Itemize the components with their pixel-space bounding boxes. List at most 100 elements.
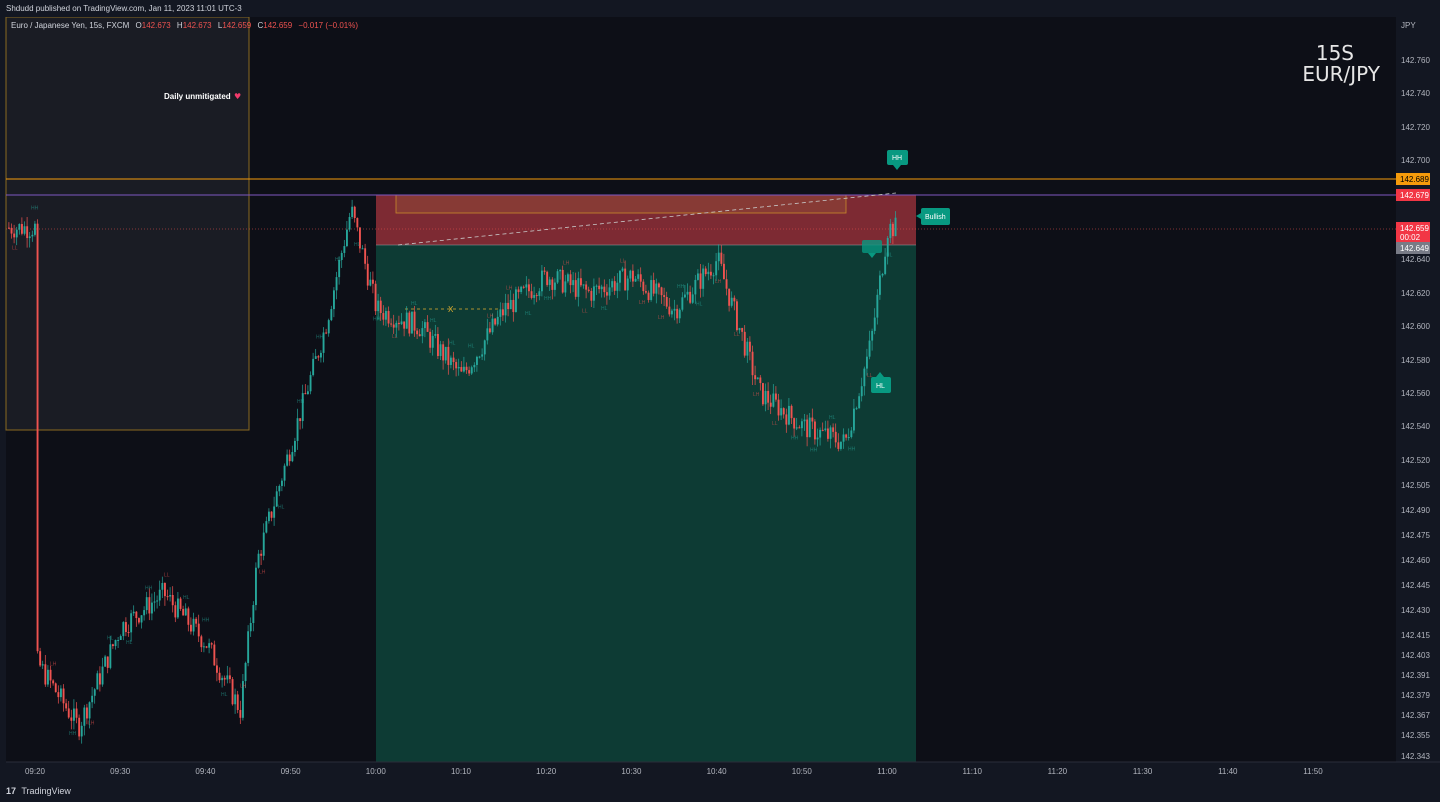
candle-body [405, 312, 408, 329]
price-axis[interactable] [1396, 17, 1440, 762]
candle-body [411, 311, 413, 334]
candle-body [49, 669, 52, 681]
candle-body [621, 268, 624, 271]
candle-body [613, 281, 616, 291]
structure-label: LH [753, 392, 760, 398]
candle-body [114, 640, 117, 647]
candle-body [239, 709, 242, 718]
candle-body [288, 454, 291, 462]
footer-brand: TradingView [21, 786, 71, 796]
candle-body [829, 427, 832, 439]
structure-label: HH [316, 334, 324, 340]
candle-body [379, 300, 382, 314]
price-tick-label: 142.490 [1401, 506, 1430, 515]
candle-body [28, 236, 31, 239]
candle-body [353, 206, 356, 219]
candle-body [283, 465, 286, 481]
price-tick-label: 142.475 [1401, 531, 1430, 540]
candle-body [762, 383, 764, 405]
candle-body [754, 375, 757, 380]
candle-body [395, 322, 398, 328]
candle-body [790, 405, 793, 419]
structure-label: HH [848, 447, 856, 453]
candle-body [465, 366, 468, 371]
time-tick-label: 10:00 [366, 767, 387, 776]
candle-body [109, 644, 112, 668]
candle-body [330, 309, 333, 321]
candle-body [325, 332, 328, 334]
candle-body [145, 597, 148, 611]
candle-body [593, 286, 595, 301]
price-tick-label: 142.445 [1401, 581, 1430, 590]
candle-body [551, 279, 554, 290]
candle-body [169, 594, 172, 597]
candle-body [369, 279, 372, 286]
price-tick-label: 142.367 [1401, 711, 1430, 720]
candle-body [681, 297, 684, 310]
candle-body [392, 324, 395, 328]
candle-body [632, 270, 634, 282]
candle-body [845, 434, 848, 438]
candle-body [205, 646, 208, 648]
hl-marker[interactable] [871, 377, 891, 393]
candle-body [691, 294, 694, 303]
candle-body [366, 263, 369, 286]
candle-body [759, 377, 762, 384]
candle-body [502, 309, 504, 316]
candle-body [387, 310, 390, 324]
candle-body [801, 421, 803, 429]
candle-body [361, 248, 364, 250]
candle-body [249, 622, 252, 632]
candle-body [639, 274, 642, 282]
structure-label: HH [373, 317, 381, 323]
candle-body [819, 429, 822, 438]
time-tick-label: 11:10 [962, 767, 982, 776]
price-tick-label: 142.505 [1401, 481, 1430, 490]
candle-body [702, 268, 705, 289]
candle-body [426, 322, 429, 332]
candle-body [868, 340, 871, 357]
candle-body [782, 408, 785, 415]
candle-body [876, 294, 879, 318]
candle-body [106, 656, 109, 668]
candle-body [372, 279, 374, 284]
candle-body [811, 417, 814, 422]
price-tick-label: 142.560 [1401, 389, 1430, 398]
candle-body [858, 396, 861, 409]
candle-body [73, 708, 75, 721]
structure-label: HL [278, 504, 285, 510]
structure-label: LH [259, 570, 266, 576]
candle-body [850, 430, 853, 438]
price-tick-label: 142.343 [1401, 752, 1430, 761]
structure-label: LL [164, 573, 170, 579]
candle-body [291, 452, 294, 462]
price-tick-label: 142.379 [1401, 691, 1430, 700]
candle-body [156, 600, 159, 602]
candle-body [236, 694, 239, 710]
candle-body [348, 216, 351, 230]
bullish-marker[interactable] [921, 208, 950, 225]
candle-body [808, 417, 811, 438]
structure-label: LH [639, 300, 646, 306]
candle-body [104, 656, 107, 667]
supply-zone [376, 195, 916, 245]
candle-body [738, 327, 741, 331]
candle-body [543, 270, 546, 272]
hh-marker[interactable] [887, 150, 908, 165]
structure-label: LL [734, 332, 740, 338]
candle-body [252, 605, 255, 623]
candle-body [806, 419, 809, 438]
candle-body [122, 622, 125, 637]
price-chart[interactable]: Daily unmitigated ♥ X LL HH LH HH LH HL HL HH LL… [0, 17, 1440, 781]
price-tick-label: 142.700 [1401, 156, 1430, 165]
candle-body [408, 312, 411, 334]
candle-body [634, 278, 637, 282]
candle-body [746, 341, 749, 356]
candle-body [603, 286, 606, 293]
candle-body [873, 317, 876, 331]
candle-body [356, 218, 359, 228]
candle-body [187, 608, 190, 625]
structure-label: HL [468, 344, 475, 350]
candlestick-series [8, 199, 897, 744]
candle-body [351, 206, 354, 217]
